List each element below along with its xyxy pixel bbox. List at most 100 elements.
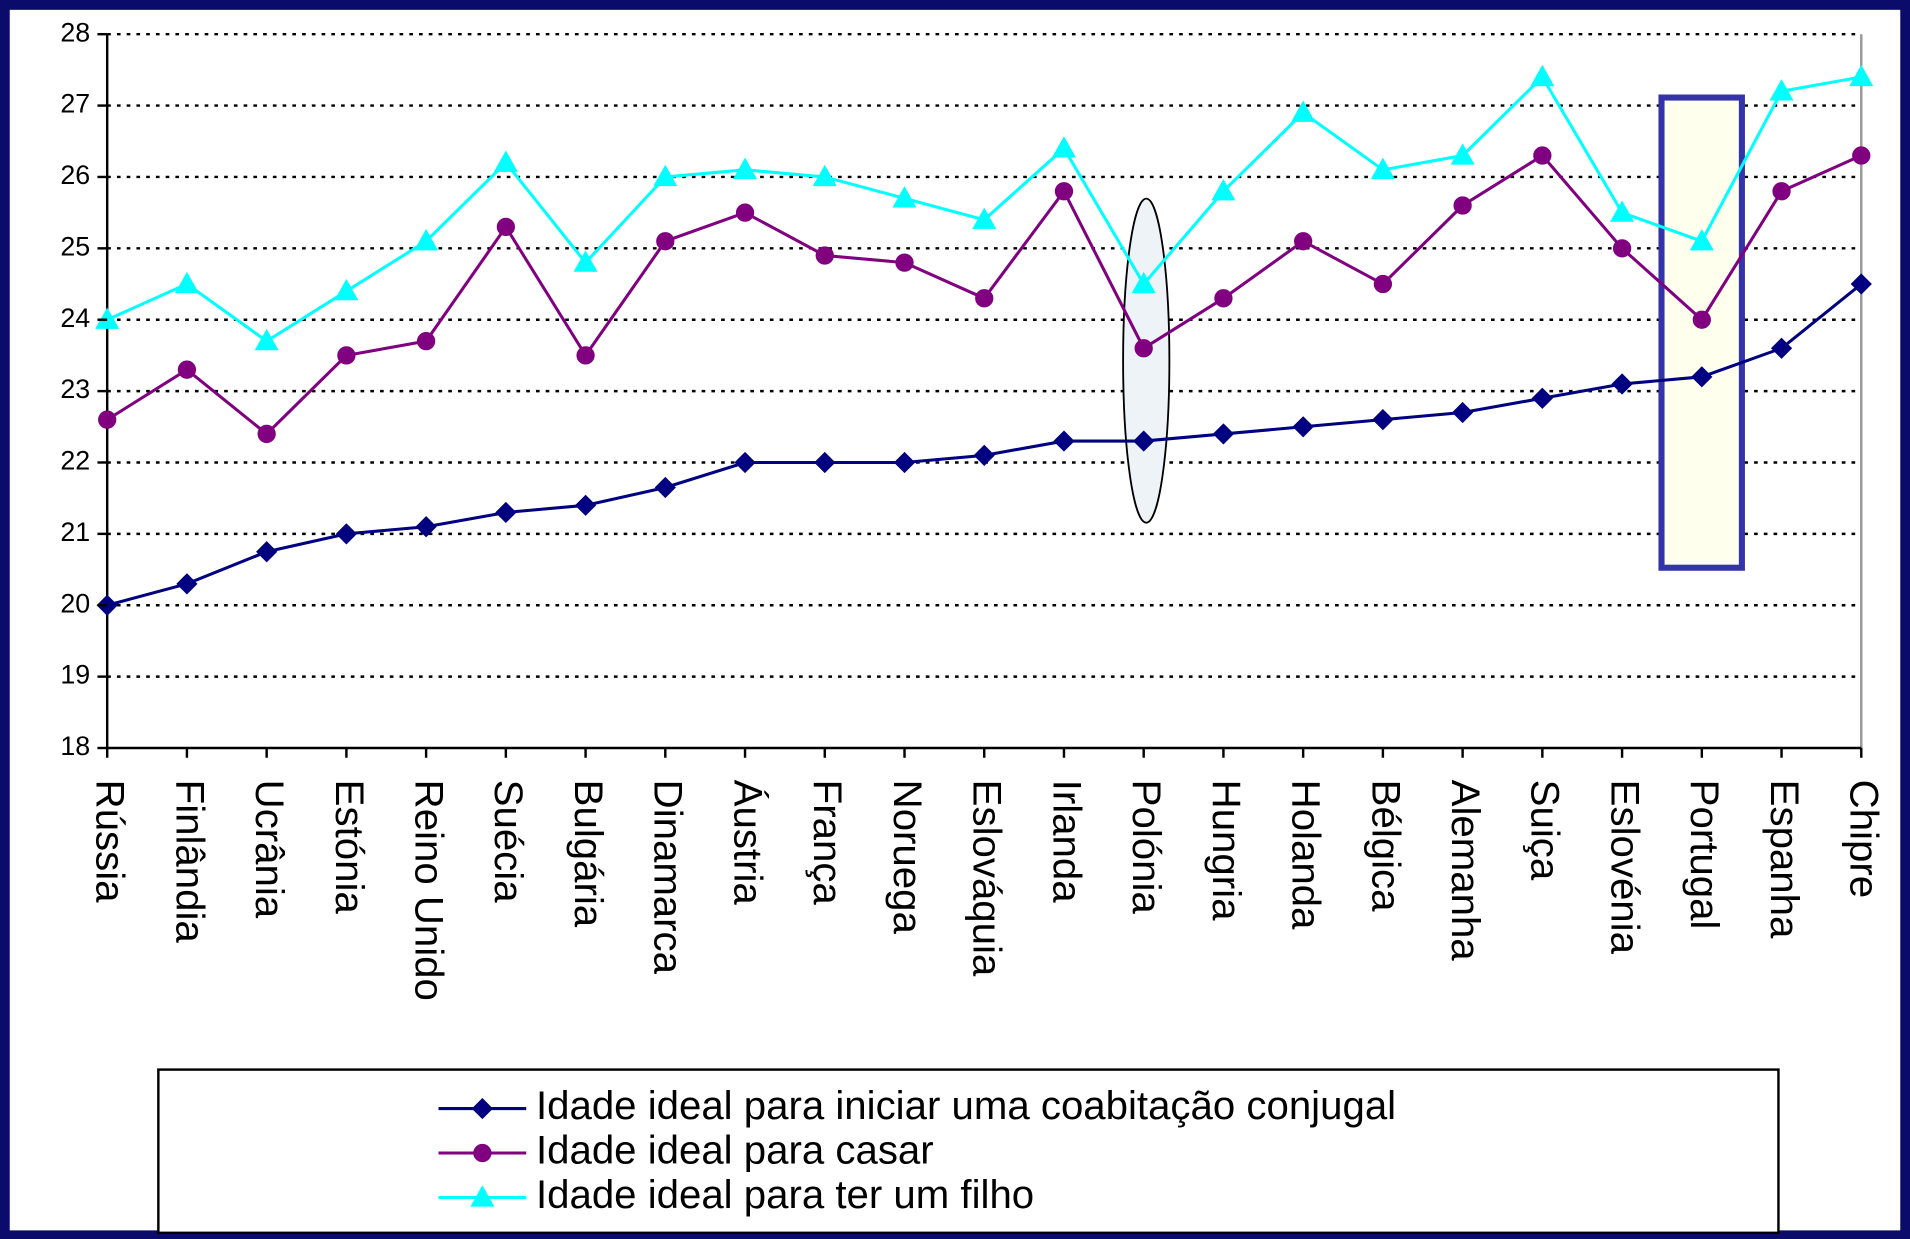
marker bbox=[656, 232, 675, 251]
y-tick-label: 20 bbox=[60, 588, 90, 618]
marker bbox=[1452, 401, 1474, 424]
marker bbox=[1770, 337, 1793, 359]
marker bbox=[654, 476, 676, 499]
x-tick-label: Áustria bbox=[725, 780, 770, 906]
y-tick-label: 24 bbox=[60, 303, 90, 333]
marker bbox=[735, 203, 755, 222]
marker bbox=[1692, 310, 1711, 329]
marker bbox=[1292, 416, 1314, 438]
marker bbox=[98, 410, 117, 429]
x-tick-label: Polónia bbox=[1124, 780, 1169, 915]
marker bbox=[1131, 271, 1156, 294]
marker bbox=[415, 516, 437, 538]
marker bbox=[895, 253, 914, 272]
marker bbox=[1689, 228, 1714, 251]
x-tick-label: Dinamarca bbox=[646, 780, 691, 975]
x-tick-label: Chipre bbox=[1842, 780, 1887, 898]
marker bbox=[1054, 182, 1074, 201]
x-tick-label: Hungria bbox=[1204, 780, 1249, 921]
y-tick-label: 26 bbox=[60, 160, 90, 190]
x-tick-label: Ucrânia bbox=[247, 780, 292, 919]
marker bbox=[812, 164, 837, 187]
marker bbox=[1769, 79, 1794, 101]
marker bbox=[471, 1097, 493, 1120]
marker bbox=[1291, 100, 1316, 122]
marker bbox=[1772, 182, 1791, 201]
x-tick-label: Rússia bbox=[88, 780, 133, 903]
marker bbox=[574, 494, 597, 516]
y-tick-label: 28 bbox=[60, 17, 90, 47]
marker bbox=[1214, 289, 1233, 308]
marker bbox=[814, 451, 836, 474]
x-tick-label: Alemanha bbox=[1443, 780, 1488, 962]
marker bbox=[1531, 387, 1553, 409]
highlight-ellipse bbox=[1122, 197, 1171, 524]
marker bbox=[174, 271, 199, 294]
marker bbox=[1453, 196, 1472, 215]
chart-background bbox=[9, 9, 1901, 1231]
x-tick-label: Espanha bbox=[1762, 780, 1807, 939]
marker bbox=[892, 186, 917, 208]
marker bbox=[257, 424, 276, 444]
y-tick-label: 27 bbox=[60, 89, 90, 119]
x-tick-label: Reino Unido bbox=[407, 780, 452, 1001]
marker bbox=[573, 250, 598, 272]
marker bbox=[1850, 273, 1872, 295]
marker bbox=[1450, 143, 1475, 165]
x-tick-label: Noruega bbox=[885, 780, 930, 935]
x-tick-label: Bulgária bbox=[566, 780, 611, 928]
x-tick-label: Irlanda bbox=[1044, 780, 1089, 904]
legend-label: Idade ideal para iniciar uma coabitação … bbox=[536, 1083, 1396, 1128]
marker bbox=[1370, 157, 1395, 179]
marker bbox=[495, 501, 517, 524]
marker bbox=[733, 157, 758, 179]
marker bbox=[176, 573, 198, 595]
marker bbox=[576, 346, 595, 365]
marker bbox=[1294, 232, 1313, 251]
x-tick-label: Finlândia bbox=[167, 780, 212, 944]
marker bbox=[334, 278, 359, 301]
marker bbox=[975, 289, 994, 308]
marker bbox=[473, 1143, 492, 1163]
marker bbox=[1849, 64, 1874, 87]
marker bbox=[254, 328, 279, 351]
legend bbox=[157, 1068, 1780, 1235]
legend-items: Idade ideal para iniciar uma coabitação … bbox=[438, 1083, 1396, 1217]
x-tick-label: Suécia bbox=[486, 780, 531, 904]
marker bbox=[1373, 274, 1393, 294]
marker bbox=[177, 360, 197, 379]
marker bbox=[1612, 239, 1632, 258]
x-tick-label: Portugal bbox=[1682, 780, 1727, 930]
marker bbox=[1051, 136, 1076, 158]
series bbox=[95, 64, 1874, 616]
x-tick-label: Holanda bbox=[1284, 780, 1329, 930]
marker bbox=[496, 217, 515, 237]
marker bbox=[1211, 179, 1236, 201]
marker bbox=[815, 246, 834, 265]
marker bbox=[734, 451, 756, 474]
marker bbox=[1852, 146, 1871, 165]
y-tick-label: 18 bbox=[60, 731, 90, 761]
marker bbox=[1372, 409, 1394, 431]
marker bbox=[1610, 200, 1635, 222]
marker bbox=[1133, 430, 1155, 452]
marker bbox=[337, 346, 356, 365]
legend-label: Idade ideal para ter um filho bbox=[536, 1172, 1034, 1217]
marker bbox=[1691, 366, 1713, 388]
x-tick-label: Eslovénia bbox=[1602, 780, 1647, 955]
y-tick-label: 21 bbox=[60, 517, 90, 547]
highlight-box bbox=[1658, 94, 1745, 571]
y-tick-label: 23 bbox=[60, 374, 90, 404]
marker bbox=[653, 164, 678, 187]
marker bbox=[1134, 339, 1153, 358]
legend-label: Idade ideal para casar bbox=[536, 1128, 934, 1173]
marker bbox=[973, 444, 995, 466]
x-tick-label: Bélgica bbox=[1363, 780, 1408, 912]
marker bbox=[1212, 423, 1235, 445]
marker bbox=[1611, 373, 1633, 395]
marker bbox=[1530, 64, 1555, 87]
grid bbox=[107, 32, 1862, 678]
x-tick-label: Suiça bbox=[1523, 780, 1568, 881]
marker bbox=[416, 332, 436, 351]
